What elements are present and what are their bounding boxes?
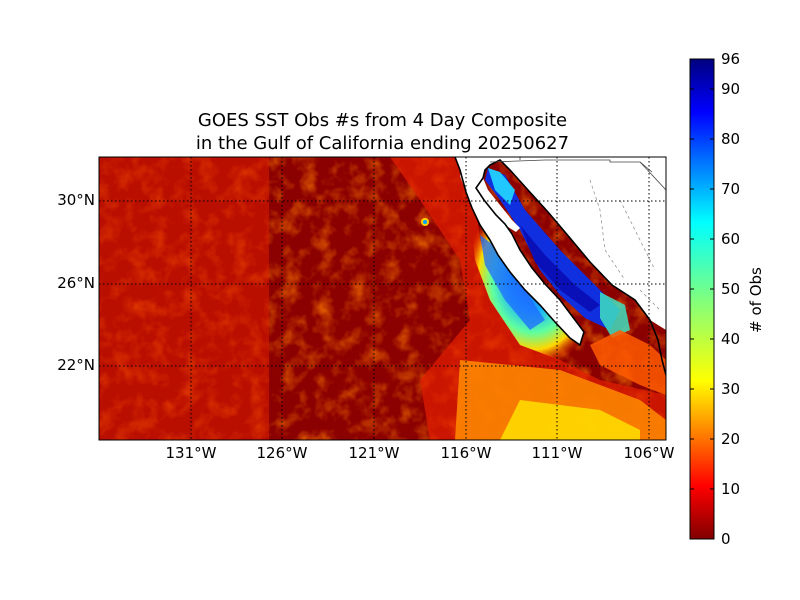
lat-label-30n: 30°N — [57, 191, 95, 209]
map-frame — [98, 156, 667, 441]
map-title: GOES SST Obs #s from 4 Day Composite — [197, 110, 568, 131]
colorbar-tick-40: 40 — [721, 330, 741, 348]
colorbar-tick-0: 0 — [721, 530, 731, 548]
colorbar-ticks — [690, 88, 714, 490]
lon-label-121w: 121°W — [348, 444, 400, 462]
colorbar-tick-10: 10 — [721, 480, 741, 498]
coastline — [454, 157, 666, 376]
colorbar-title: # of Obs — [747, 267, 765, 333]
lon-label-106w: 106°W — [623, 444, 675, 462]
lon-label-131w: 131°W — [165, 444, 217, 462]
graticule — [99, 157, 666, 440]
sst-obs-field — [99, 157, 666, 440]
lon-label-116w: 116°W — [440, 444, 492, 462]
lat-label-22n: 22°N — [57, 356, 95, 374]
map-subtitle: in the Gulf of California ending 2025062… — [195, 133, 570, 154]
colorbar-tick-80: 80 — [721, 130, 741, 148]
colorbar-tick-70: 70 — [721, 180, 741, 198]
colorbar — [689, 58, 715, 540]
land-mass — [455, 157, 666, 345]
lon-label-126w: 126°W — [256, 444, 308, 462]
lon-label-111w: 111°W — [531, 444, 583, 462]
colorbar-tick-50: 50 — [721, 280, 741, 298]
colorbar-tick-96: 96 — [721, 50, 741, 68]
colorbar-tick-90: 90 — [721, 80, 741, 98]
colorbar-tick-30: 30 — [721, 380, 741, 398]
colorbar-tick-20: 20 — [721, 430, 741, 448]
colorbar-tick-60: 60 — [721, 230, 741, 248]
lat-label-26n: 26°N — [57, 274, 95, 292]
state-boundaries — [589, 179, 661, 311]
